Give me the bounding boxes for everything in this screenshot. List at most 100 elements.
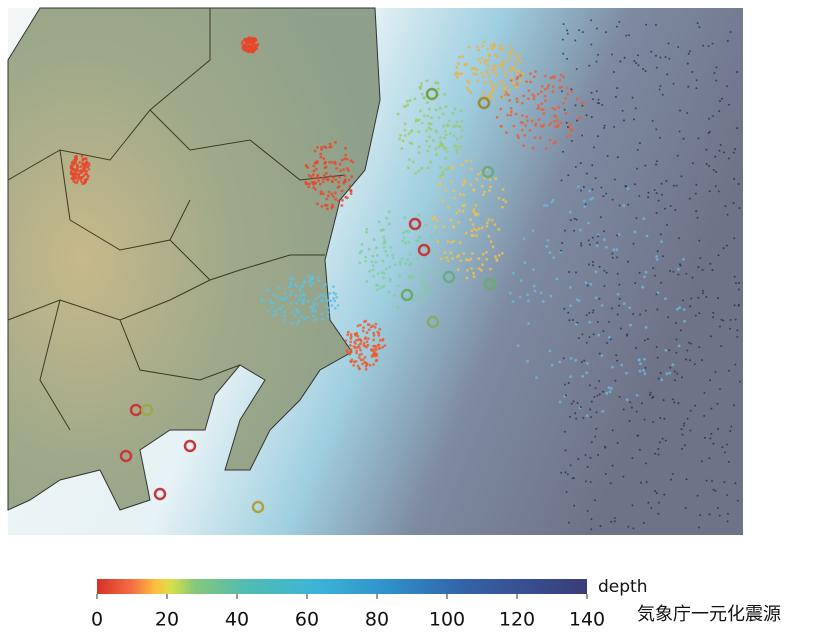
quake-dot [628,306,631,309]
quake-dot [606,342,608,344]
quake-dot [568,319,570,321]
quake-dot [499,80,502,83]
quake-dot [580,406,582,408]
quake-dot [569,304,572,307]
quake-dot [597,54,599,56]
quake-dot [656,492,658,494]
quake-dot [441,173,444,176]
quake-dot [311,181,314,184]
quake-dot [404,129,407,132]
quake-dot [676,339,678,341]
quake-dot [294,315,297,318]
quake-dot [595,296,598,299]
quake-dot [344,154,347,157]
quake-dot [519,296,522,299]
quake-dot [316,146,319,149]
quake-dot [415,240,418,243]
quake-dot [688,342,690,344]
quake-dot [639,272,641,274]
quake-dot [529,129,532,132]
quake-dot [473,228,476,231]
quake-dot [656,309,658,311]
quake-dot [558,86,561,89]
quake-dot [668,372,671,375]
quake-dot [580,162,582,164]
quake-dot [403,216,406,219]
quake-dot [516,100,519,103]
quake-dot [439,166,442,169]
quake-dot [461,72,464,75]
quake-dot [421,274,424,277]
quake-dot [314,298,317,301]
quake-dot [491,48,494,51]
quake-dot [573,505,575,507]
quake-dot [389,280,392,283]
quake-dot [439,136,442,139]
quake-dot [726,444,728,446]
quake-dot [478,267,481,270]
quake-dot [496,116,499,119]
quake-dot [85,161,88,164]
quake-dot [417,236,420,239]
quake-dot [325,178,328,181]
quake-dot [514,83,517,86]
quake-dot [655,55,657,57]
quake-dot [616,256,618,258]
quake-dot [655,164,657,166]
quake-dot [566,122,568,124]
quake-dot [564,431,566,433]
quake-dot [622,204,625,207]
quake-dot [666,73,668,75]
quake-dot [595,270,598,273]
quake-dot [514,62,517,65]
quake-dot [424,289,427,292]
quake-dot [594,499,596,501]
quake-dot [494,54,497,57]
quake-dot [430,236,433,239]
quake-dot [498,254,501,257]
quake-dot [448,120,451,123]
quake-dot [471,67,474,70]
quake-dot [492,90,495,93]
quake-dot [357,335,360,338]
quake-dot [645,271,648,274]
quake-dot [597,321,599,323]
quake-dot [533,95,536,98]
quake-dot [698,527,700,529]
quake-dot [609,390,612,393]
quake-dot [652,421,654,423]
quake-dot [372,345,375,348]
quake-dot [562,102,565,105]
quake-dot [717,297,719,299]
quake-dot [635,217,637,219]
quake-dot [591,441,593,443]
quake-dot [622,476,624,478]
quake-dot [422,301,425,304]
quake-dot [249,37,252,40]
quake-dot [352,364,355,367]
quake-dot [289,294,292,297]
quake-dot [278,286,281,289]
quake-dot [645,70,647,72]
quake-dot [496,259,499,262]
quake-dot [730,319,732,321]
quake-dot [695,315,697,317]
quake-dot [635,107,637,109]
quake-dot [578,29,580,31]
quake-dot [456,138,459,141]
quake-dot [586,314,588,316]
quake-dot [637,435,639,437]
quake-dot [639,449,641,451]
quake-dot [79,177,82,180]
quake-dot [565,112,568,115]
quake-dot [334,178,337,181]
quake-dot [560,472,562,474]
quake-dot [712,316,714,318]
quake-dot [364,260,367,263]
quake-dot [350,335,353,338]
quake-dot [658,502,660,504]
quake-dot [325,305,328,308]
quake-dot [472,188,475,191]
quake-dot [300,285,303,288]
quake-dot [289,277,292,280]
